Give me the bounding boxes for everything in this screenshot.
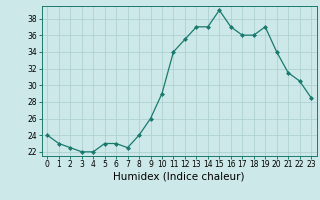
X-axis label: Humidex (Indice chaleur): Humidex (Indice chaleur) <box>114 172 245 182</box>
